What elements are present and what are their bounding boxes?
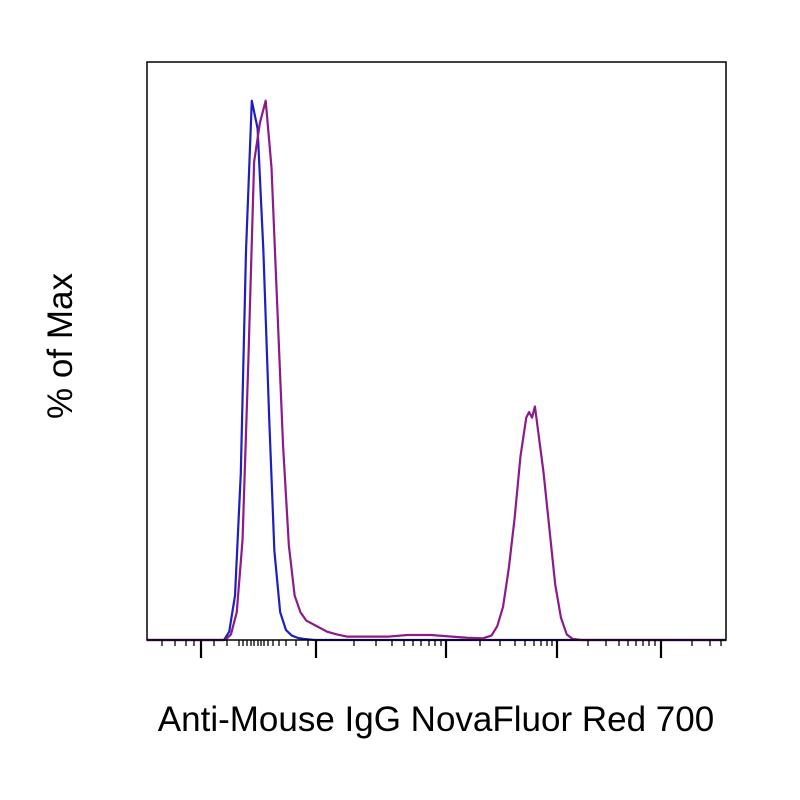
y-axis-label: % of Max <box>41 273 80 419</box>
plot-frame <box>146 61 727 641</box>
x-axis-ticks <box>161 640 722 658</box>
x-axis-label: Anti-Mouse IgG NovaFluor Red 700 <box>158 700 714 739</box>
series-line-2 <box>147 99 726 642</box>
